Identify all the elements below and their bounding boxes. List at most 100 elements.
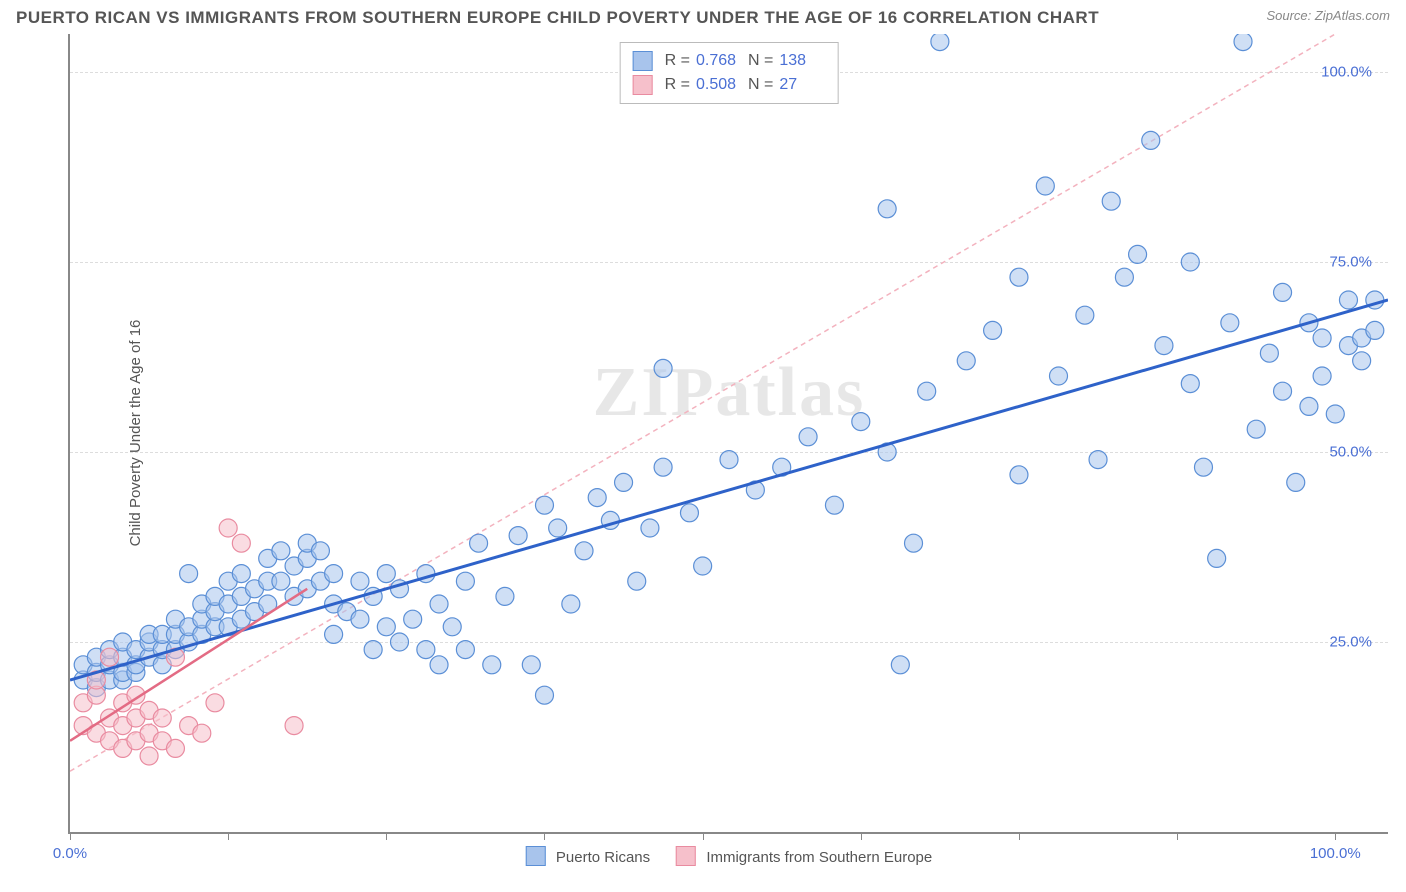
data-point: [1181, 253, 1199, 271]
data-point: [193, 724, 211, 742]
trend-line: [70, 300, 1388, 680]
series-legend: Puerto Ricans Immigrants from Southern E…: [526, 846, 933, 866]
data-point: [430, 656, 448, 674]
data-point: [535, 686, 553, 704]
data-point: [1194, 458, 1212, 476]
legend-item-series-0: Puerto Ricans: [526, 846, 650, 866]
data-point: [1326, 405, 1344, 423]
data-point: [1155, 337, 1173, 355]
data-point: [325, 565, 343, 583]
data-point: [404, 610, 422, 628]
data-point: [1050, 367, 1068, 385]
data-point: [852, 413, 870, 431]
square-icon: [633, 51, 653, 71]
legend-label: Puerto Ricans: [556, 849, 650, 866]
data-point: [918, 382, 936, 400]
data-point: [101, 648, 119, 666]
source-attribution: Source: ZipAtlas.com: [1266, 8, 1390, 23]
n-value: 138: [779, 49, 825, 73]
data-point: [680, 504, 698, 522]
data-point: [957, 352, 975, 370]
data-point: [1260, 344, 1278, 362]
data-point: [325, 625, 343, 643]
data-point: [891, 656, 909, 674]
data-point: [509, 527, 527, 545]
data-point: [483, 656, 501, 674]
data-point: [984, 321, 1002, 339]
data-point: [456, 641, 474, 659]
data-point: [391, 633, 409, 651]
data-point: [206, 694, 224, 712]
data-point: [470, 534, 488, 552]
data-point: [232, 565, 250, 583]
data-point: [1208, 549, 1226, 567]
data-point: [166, 739, 184, 757]
data-point: [272, 542, 290, 560]
data-point: [825, 496, 843, 514]
data-point: [1129, 245, 1147, 263]
data-point: [720, 451, 738, 469]
data-point: [1221, 314, 1239, 332]
data-point: [430, 595, 448, 613]
data-point: [641, 519, 659, 537]
data-point: [1089, 451, 1107, 469]
data-point: [1036, 177, 1054, 195]
data-point: [1247, 420, 1265, 438]
data-point: [1287, 473, 1305, 491]
data-point: [351, 610, 369, 628]
legend-label: Immigrants from Southern Europe: [706, 849, 932, 866]
data-point: [417, 641, 435, 659]
data-point: [522, 656, 540, 674]
x-tick-label: 0.0%: [53, 845, 87, 862]
legend-row-series-1: R = 0.508 N = 27: [633, 73, 826, 97]
plot-area: Child Poverty Under the Age of 16 ZIPatl…: [68, 34, 1388, 834]
data-point: [140, 747, 158, 765]
data-point: [285, 717, 303, 735]
r-value: 0.768: [696, 49, 742, 73]
data-point: [1366, 321, 1384, 339]
data-point: [654, 458, 672, 476]
data-point: [153, 709, 171, 727]
data-point: [456, 572, 474, 590]
n-value: 27: [779, 73, 825, 97]
data-point: [180, 565, 198, 583]
data-point: [931, 34, 949, 51]
data-point: [1274, 382, 1292, 400]
data-point: [535, 496, 553, 514]
data-point: [1010, 268, 1028, 286]
data-point: [628, 572, 646, 590]
data-point: [443, 618, 461, 636]
scatter-plot: [70, 34, 1388, 832]
square-icon: [633, 75, 653, 95]
data-point: [1076, 306, 1094, 324]
data-point: [1115, 268, 1133, 286]
data-point: [377, 618, 395, 636]
data-point: [1010, 466, 1028, 484]
data-point: [878, 200, 896, 218]
source-label: Source:: [1266, 8, 1314, 23]
source-value: ZipAtlas.com: [1315, 8, 1390, 23]
data-point: [232, 534, 250, 552]
data-point: [1313, 329, 1331, 347]
data-point: [1300, 397, 1318, 415]
data-point: [562, 595, 580, 613]
n-label: N =: [748, 73, 773, 97]
square-icon: [676, 846, 696, 866]
data-point: [364, 641, 382, 659]
correlation-legend: R = 0.768 N = 138 R = 0.508 N = 27: [620, 42, 839, 104]
r-label: R =: [665, 73, 690, 97]
data-point: [1353, 352, 1371, 370]
data-point: [311, 542, 329, 560]
data-point: [1313, 367, 1331, 385]
data-point: [1102, 192, 1120, 210]
data-point: [219, 519, 237, 537]
data-point: [575, 542, 593, 560]
data-point: [1234, 34, 1252, 51]
data-point: [1274, 283, 1292, 301]
data-point: [694, 557, 712, 575]
data-point: [654, 359, 672, 377]
data-point: [549, 519, 567, 537]
chart-title: PUERTO RICAN VS IMMIGRANTS FROM SOUTHERN…: [16, 8, 1099, 28]
data-point: [905, 534, 923, 552]
x-tick-label: 100.0%: [1310, 845, 1361, 862]
